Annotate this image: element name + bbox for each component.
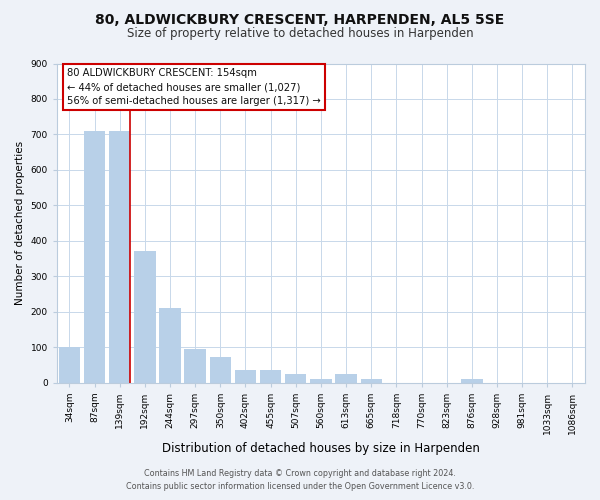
Bar (84, 131, 105, 382)
Bar (59, 347, 80, 382)
Bar (209, 357, 231, 382)
Bar (109, 131, 130, 382)
X-axis label: Distribution of detached houses by size in Harpenden: Distribution of detached houses by size … (162, 442, 480, 455)
Bar (335, 374, 357, 382)
Bar (260, 370, 281, 382)
Bar (461, 379, 482, 382)
Text: Size of property relative to detached houses in Harpenden: Size of property relative to detached ho… (127, 28, 473, 40)
Text: 80 ALDWICKBURY CRESCENT: 154sqm
← 44% of detached houses are smaller (1,027)
56%: 80 ALDWICKBURY CRESCENT: 154sqm ← 44% of… (67, 68, 321, 106)
Bar (361, 379, 382, 382)
Bar (285, 374, 307, 382)
Text: 80, ALDWICKBURY CRESCENT, HARPENDEN, AL5 5SE: 80, ALDWICKBURY CRESCENT, HARPENDEN, AL5… (95, 12, 505, 26)
Bar (235, 370, 256, 382)
Y-axis label: Number of detached properties: Number of detached properties (15, 141, 25, 305)
Bar (134, 252, 155, 382)
Text: Contains HM Land Registry data © Crown copyright and database right 2024.
Contai: Contains HM Land Registry data © Crown c… (126, 470, 474, 491)
Bar (184, 349, 206, 382)
Bar (160, 308, 181, 382)
Bar (310, 379, 332, 382)
